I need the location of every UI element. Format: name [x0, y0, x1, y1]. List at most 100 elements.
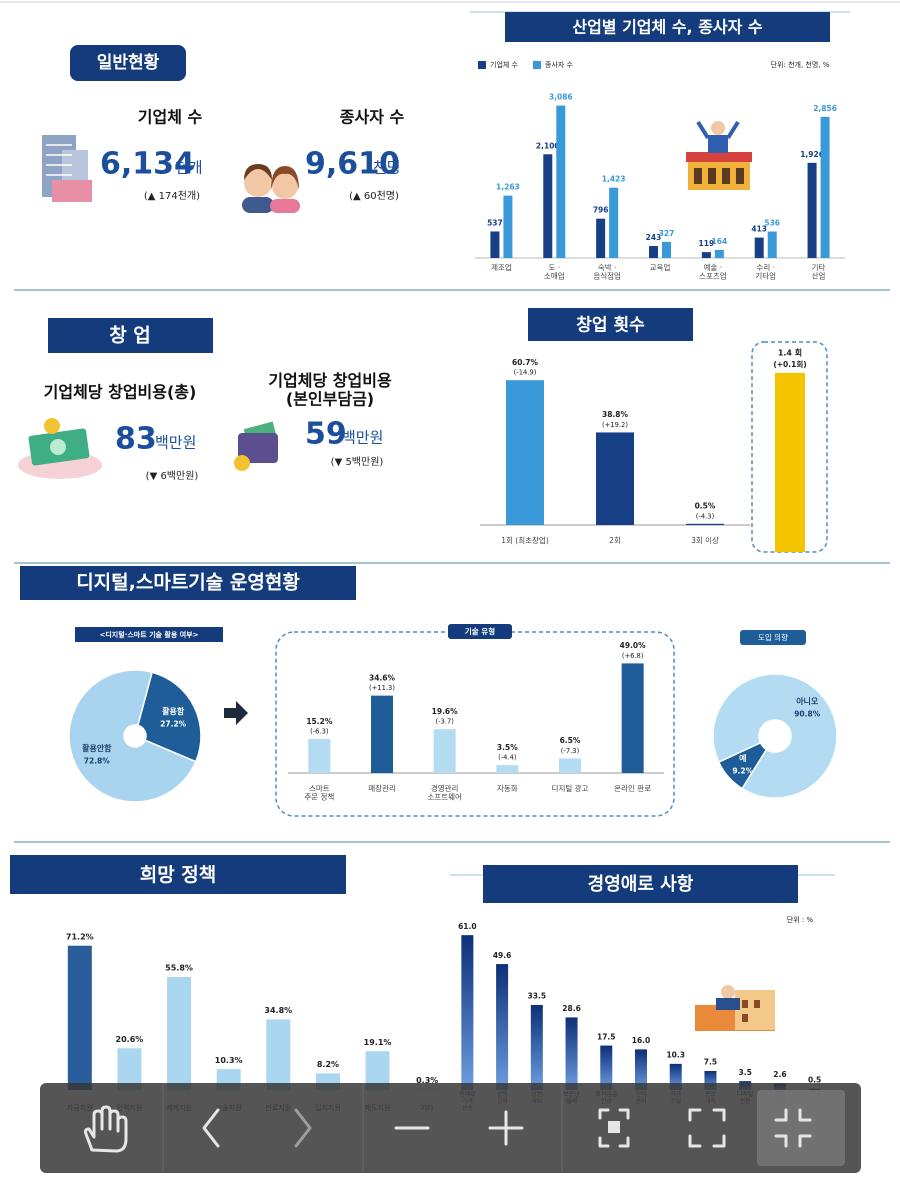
- value-label: 15.2%: [306, 717, 333, 726]
- chart-title: 경영애로 사항: [588, 874, 694, 895]
- section-title: 일반현황: [97, 53, 160, 73]
- x-tick-label: 자금 조달: [670, 1090, 682, 1105]
- bar: [433, 729, 456, 773]
- legend-label: 기업체 수: [490, 60, 519, 69]
- x-tick-label: 도 · 소매업: [544, 263, 565, 281]
- bar: [635, 1049, 647, 1090]
- bar: [496, 964, 509, 1090]
- x-tick-label: 숙박 · 음식점업: [593, 262, 621, 281]
- slice-label: 예: [739, 753, 746, 763]
- x-tick-label: 기타: [421, 1103, 434, 1112]
- x-tick-label: 스마트 주문 정책: [304, 784, 334, 802]
- chart-title-badge: [75, 627, 223, 642]
- highlight-change: (+0.1회): [773, 359, 806, 369]
- bar: [415, 1089, 440, 1090]
- stat-change: (▲ 174천개): [144, 190, 200, 202]
- x-tick-label: 인력 관리: [635, 1090, 646, 1105]
- bar: [596, 432, 634, 525]
- value-label: 16.0: [632, 1036, 651, 1045]
- value-label: 6.5%: [560, 736, 581, 745]
- bar: [649, 245, 658, 258]
- bar: [543, 154, 553, 258]
- x-tick-label: 판로 개척: [705, 1090, 717, 1105]
- arrow: [224, 701, 248, 725]
- value-label: 0.3%: [416, 1076, 438, 1085]
- x-tick-label: 경영관리 소프트웨어: [427, 783, 462, 802]
- people-icon: [242, 164, 300, 213]
- value-label: 10.3: [666, 1051, 685, 1060]
- money-icon: [18, 418, 102, 479]
- slice-value: 9.2%: [732, 766, 753, 775]
- section-badge: [70, 45, 186, 81]
- value-label: 49.6: [493, 951, 512, 960]
- bar: [556, 105, 566, 258]
- value-label: 71.2%: [66, 932, 94, 941]
- section-title: 디지털,스마트기술 운영현황: [76, 571, 300, 594]
- stat-value: 9,610: [305, 147, 400, 182]
- value-label: 164: [712, 237, 728, 246]
- bar: [371, 695, 393, 773]
- x-tick-label: 경쟁 심화: [497, 1090, 509, 1105]
- x-tick-label: 자금지원: [67, 1103, 93, 1112]
- bar: [754, 237, 764, 258]
- chart-title-badge: [740, 630, 806, 645]
- wallet-icon: [234, 421, 279, 471]
- stat-change: (▲ 60천명): [349, 190, 399, 202]
- value-label: 3.5%: [497, 743, 518, 752]
- x-tick-label: 디지털 전환: [737, 1090, 754, 1105]
- slice-value: 27.2%: [160, 719, 187, 728]
- x-tick-label: 3회 이상: [691, 535, 719, 545]
- stat-unit: 백만원: [342, 429, 383, 447]
- annotation: (-3.7): [435, 718, 454, 726]
- annotation: (-7.3): [561, 747, 580, 755]
- x-tick-label: 최저임금 인상: [595, 1090, 618, 1105]
- bar: [496, 765, 519, 773]
- value-label: 55.8%: [165, 964, 193, 973]
- bar: [503, 195, 513, 258]
- highlight-bar: [775, 372, 805, 552]
- section-badge: [48, 318, 213, 353]
- legend-label: 종사자 수: [545, 60, 574, 69]
- bar: [701, 252, 711, 258]
- value-label: 537: [487, 218, 503, 227]
- shop-illustration: [686, 120, 752, 190]
- annotation: (-4.4): [498, 754, 517, 762]
- value-label: 8.2%: [317, 1060, 339, 1069]
- bar: [820, 116, 830, 258]
- x-tick-label: 세제지원: [166, 1103, 192, 1112]
- value-label: 413: [751, 225, 767, 234]
- value-label: 34.6%: [369, 673, 396, 682]
- annotation: (+19.2): [602, 421, 628, 429]
- bar: [773, 1083, 786, 1090]
- value-label: 20.6%: [116, 1035, 144, 1044]
- dashed-box: [275, 631, 675, 817]
- chart-title: 창업 횟수: [576, 316, 645, 336]
- bar: [167, 976, 192, 1090]
- bar: [739, 1081, 752, 1090]
- stat-label: 기업체당 창업비용 (본인부담금): [268, 371, 392, 408]
- x-tick-label: 기술지원: [216, 1103, 242, 1112]
- x-tick-label: 상권 쇠퇴: [531, 1090, 542, 1105]
- bar: [767, 231, 777, 258]
- bar: [216, 1069, 241, 1090]
- chart-title-badge: [528, 308, 693, 341]
- value-label: 2,856: [813, 104, 837, 113]
- x-tick-label: 보증금 월세: [563, 1091, 580, 1105]
- stat-value: 83: [115, 422, 157, 457]
- x-tick-label: 판로지원: [265, 1103, 291, 1112]
- value-label: 61.0: [458, 922, 477, 931]
- slice-label: 활용안함: [82, 743, 112, 753]
- stat-value: 6,134: [100, 147, 195, 182]
- pie-slice: [68, 669, 197, 803]
- bar: [266, 1019, 291, 1090]
- chart-title-badge: [505, 12, 830, 42]
- x-tick-label: 1회 (최초창업): [501, 535, 549, 545]
- annotation: (-6.3): [310, 728, 329, 736]
- bar: [565, 1017, 578, 1090]
- stat-label: 기업체 수: [138, 108, 203, 127]
- bar: [686, 523, 724, 525]
- x-tick-label: 온라인 판로: [614, 783, 651, 793]
- x-tick-label: 입지지원: [315, 1103, 341, 1112]
- chart-title: 산업별 기업체 수, 종사자 수: [572, 18, 763, 37]
